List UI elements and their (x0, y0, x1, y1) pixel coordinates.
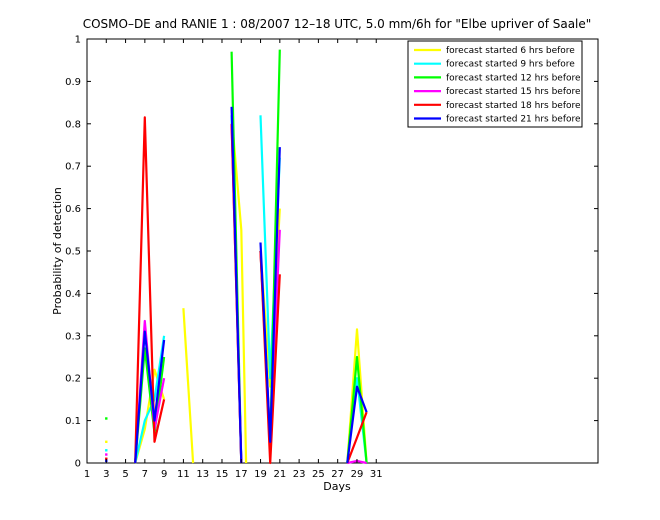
series-point (105, 449, 108, 452)
x-tick-label: 23 (293, 469, 306, 480)
series-point (105, 440, 108, 443)
series-line (182, 308, 195, 464)
legend-entry-label: forecast started 15 hrs before (446, 87, 581, 97)
x-tick-label: 19 (254, 469, 267, 480)
x-tick-label: 11 (177, 469, 190, 480)
y-tick-label: 0.1 (65, 416, 81, 427)
legend-entry-label: forecast started 21 hrs before (446, 115, 581, 125)
x-tick-label: 31 (370, 469, 383, 480)
x-ticks: 1 3 5 7 9 11 13 15 17 19 21 23 25 27 29 31 (84, 39, 383, 480)
series-line (259, 147, 281, 443)
series-line (346, 411, 368, 464)
y-tick-label: 0.2 (65, 374, 81, 385)
series-layer (105, 49, 368, 465)
x-tick-label: 25 (312, 469, 325, 480)
y-tick-label: 1 (75, 35, 81, 46)
series-line (134, 116, 166, 464)
legend-entry-label: forecast started 6 hrs before (446, 46, 575, 56)
x-axis-label: Days (323, 480, 351, 493)
series-point (105, 417, 108, 420)
series-line (230, 106, 243, 464)
x-tick-label: 13 (196, 469, 209, 480)
y-tick-label: 0.7 (65, 162, 81, 173)
x-tick-label: 3 (103, 469, 109, 480)
x-tick-label: 9 (161, 469, 167, 480)
legend-box (407, 40, 583, 128)
series-line (346, 355, 368, 464)
series-line (134, 330, 166, 464)
x-tick-label: 15 (216, 469, 229, 480)
y-tick-label: 0.5 (65, 247, 81, 258)
x-tick-label: 29 (351, 469, 364, 480)
y-tick-label: 0.8 (65, 119, 81, 130)
x-tick-label: 27 (331, 469, 344, 480)
x-tick-label: 5 (122, 469, 128, 480)
y-tick-label: 0.6 (65, 204, 81, 215)
y-tick-label: 0.3 (65, 331, 81, 342)
series-line (134, 335, 166, 464)
x-tick-label: 17 (235, 469, 248, 480)
series-6 (105, 106, 368, 464)
y-axis-label: Probability of detection (51, 187, 64, 315)
y-tick-label: 0 (75, 459, 81, 470)
x-tick-label: 1 (84, 469, 90, 480)
legend-entry-label: forecast started 12 hrs before (446, 73, 581, 83)
x-tick-label: 7 (142, 469, 148, 480)
series-line (346, 385, 368, 464)
x-tick-label: 21 (273, 469, 286, 480)
series-point (105, 453, 108, 456)
series-point (105, 457, 108, 460)
chart-title: COSMO–DE and RANIE 1 : 08/2007 12–18 UTC… (83, 17, 592, 31)
legend-entry-label: forecast started 9 hrs before (446, 60, 575, 70)
legend: forecast started 6 hrs before forecast st… (407, 40, 583, 128)
y-ticks: 0 0.1 0.2 0.3 0.4 0.5 0.6 0.7 0.8 0.9 1 (65, 35, 598, 470)
y-tick-label: 0.4 (65, 289, 81, 300)
y-tick-label: 0.9 (65, 77, 81, 88)
legend-entry-label: forecast started 18 hrs before (446, 101, 581, 111)
